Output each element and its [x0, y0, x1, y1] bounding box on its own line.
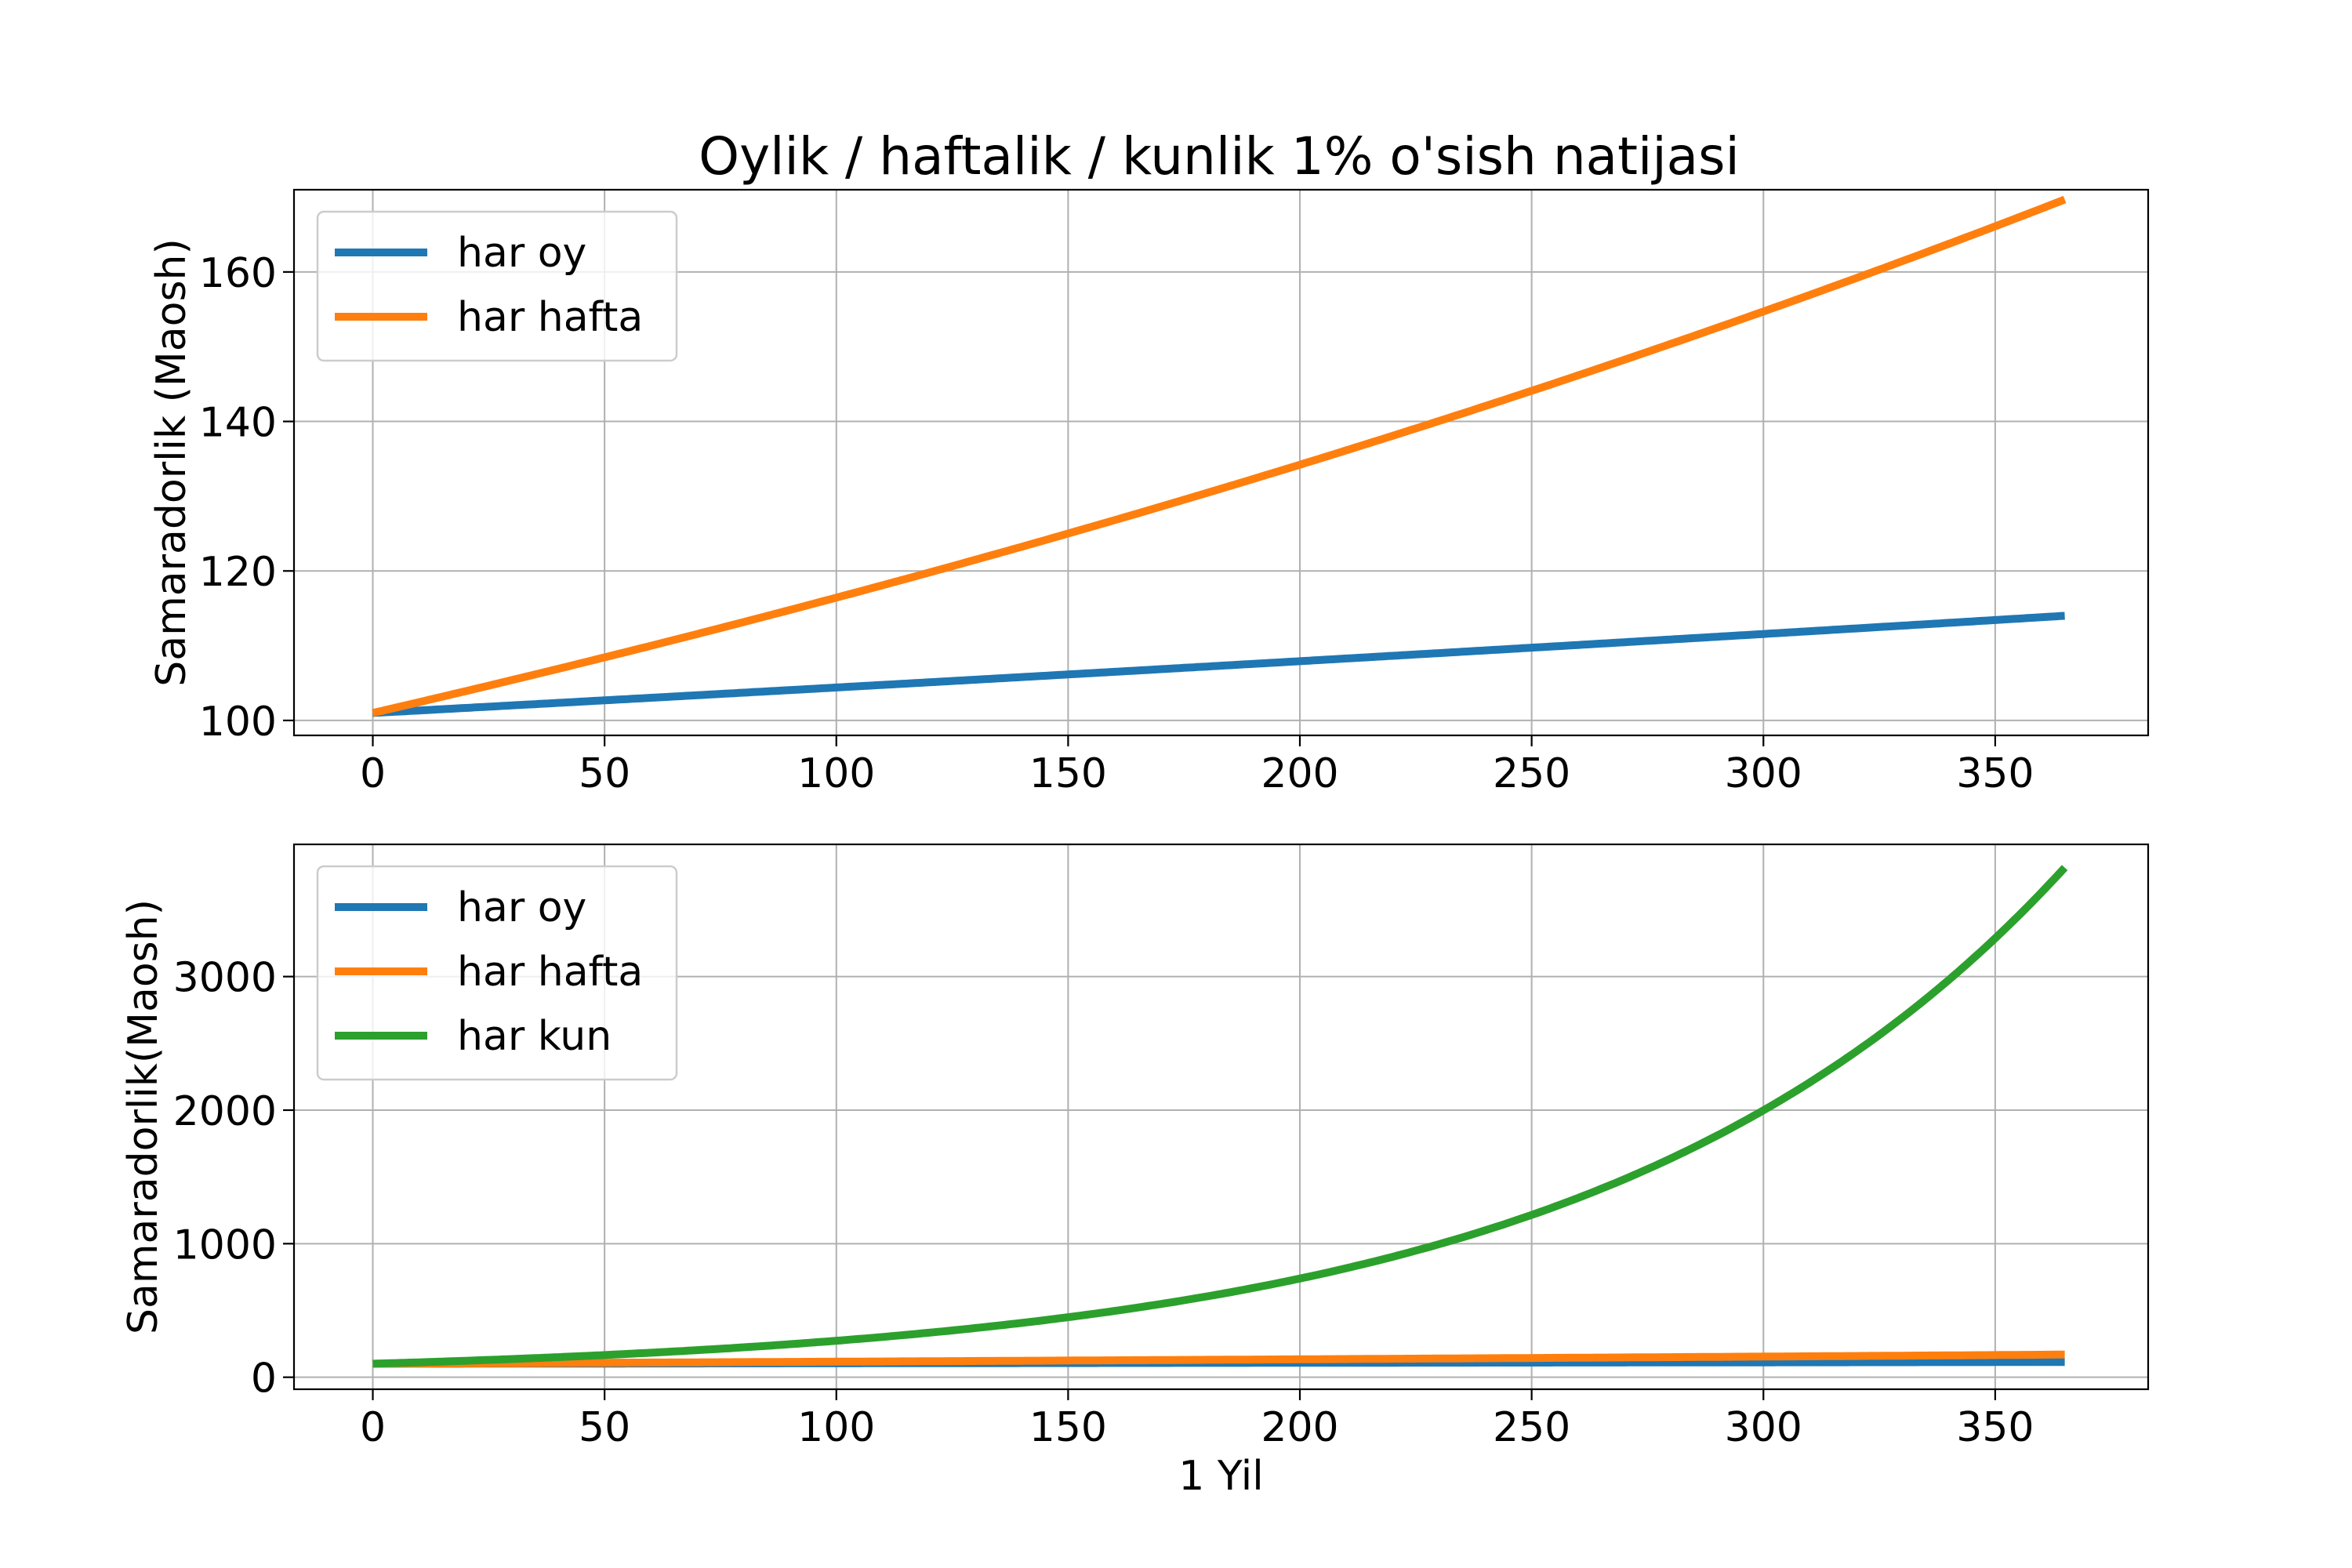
legend-label: har hafta	[457, 294, 643, 341]
x-tick-label: 200	[1261, 750, 1338, 797]
chart-title: Oylik / haftalik / kunlik 1% o'sish nati…	[699, 126, 1740, 187]
x-tick-label: 150	[1029, 750, 1107, 797]
legend-label: har kun	[457, 1013, 612, 1060]
x-tick-label: 300	[1725, 750, 1802, 797]
y-tick-label: 3000	[173, 955, 277, 1002]
legend: har oy har hafta	[316, 210, 678, 362]
x-tick-label: 100	[797, 750, 875, 797]
x-tick-label: 150	[1029, 1404, 1107, 1451]
legend-label: har oy	[457, 230, 586, 277]
axis-ticks: 0 50 100 150 200 250 300 350 100 120 140 160	[199, 250, 2034, 797]
x-tick-label: 350	[1956, 1404, 2034, 1451]
grid-lines	[294, 844, 2148, 1389]
chart-bottom: 0 50 100 150 200 250 300 350 0 1000 2000 3000 Samar…	[120, 843, 2150, 1500]
y-tick-label: 2000	[173, 1088, 277, 1135]
legend-label: har oy	[457, 884, 586, 931]
y-axis-label: Samaradorlik(Maosh)	[120, 899, 167, 1334]
x-tick-label: 50	[579, 1404, 630, 1451]
legend-label: har hafta	[457, 949, 643, 996]
y-tick-label: 100	[199, 699, 277, 746]
x-tick-label: 100	[797, 1404, 875, 1451]
x-tick-label: 250	[1493, 750, 1570, 797]
x-tick-label: 200	[1261, 1404, 1338, 1451]
series-lines	[372, 865, 2068, 1368]
x-axis-label: 1 Yil	[1178, 1453, 1263, 1500]
series-lines	[372, 195, 2067, 717]
x-tick-label: 50	[579, 750, 630, 797]
series-line-har-hafta	[372, 195, 2067, 717]
plot-frame	[292, 843, 2150, 1391]
x-tick-label: 250	[1493, 1404, 1570, 1451]
x-tick-label: 350	[1956, 750, 2034, 797]
series-line-har-hafta	[372, 1350, 2065, 1368]
y-tick-label: 1000	[173, 1221, 277, 1269]
x-tick-label: 0	[360, 750, 386, 797]
x-tick-label: 0	[360, 1404, 386, 1451]
y-tick-label: 120	[199, 549, 277, 596]
chart-top: Oylik / haftalik / kunlik 1% o'sish nati…	[148, 126, 2150, 797]
legend: har oy har hafta har kun	[316, 865, 678, 1081]
y-tick-label: 160	[199, 250, 277, 297]
y-tick-label: 140	[199, 400, 277, 447]
x-tick-label: 300	[1725, 1404, 1802, 1451]
y-tick-label: 0	[251, 1356, 277, 1403]
axis-ticks: 0 50 100 150 200 250 300 350 0 1000 2000 3000	[173, 955, 2034, 1451]
plot-frame	[292, 188, 2150, 737]
series-line-har-oy	[372, 612, 2065, 717]
y-axis-label: Samaradorlik (Maosh)	[148, 238, 195, 687]
legend-frame	[316, 865, 678, 1081]
series-line-har-kun	[372, 865, 2068, 1368]
